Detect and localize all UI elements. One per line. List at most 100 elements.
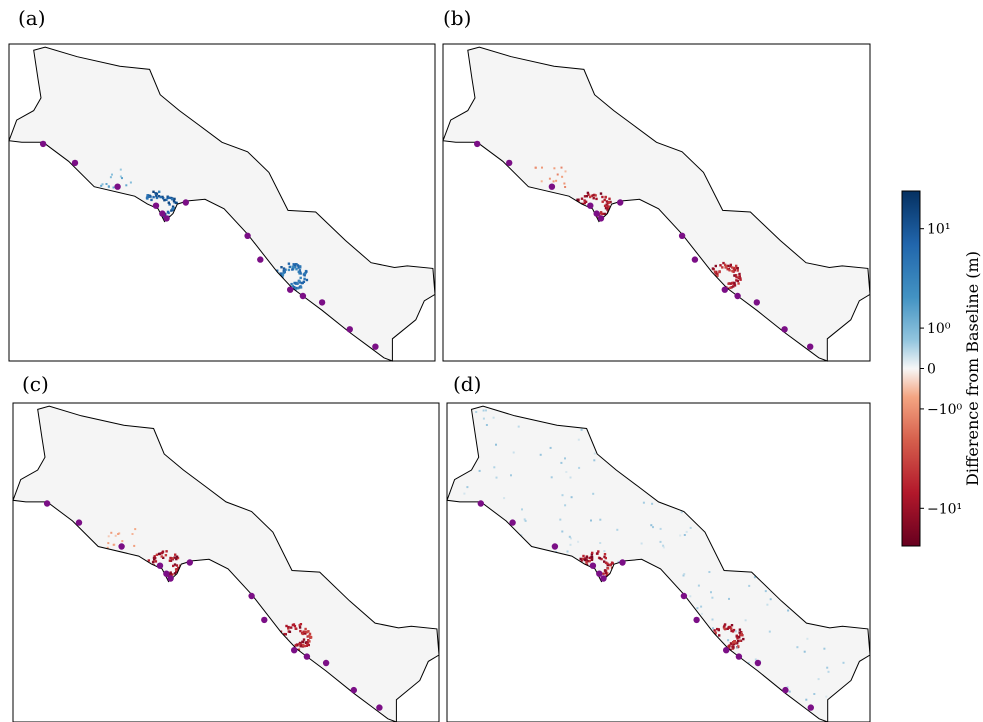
- difference-cell: [308, 632, 312, 636]
- difference-cell: [565, 471, 568, 473]
- difference-cell: [723, 623, 727, 626]
- difference-cell: [295, 263, 298, 266]
- difference-cell: [495, 443, 497, 446]
- station-marker: [248, 592, 255, 600]
- panel-label: (b): [443, 6, 471, 30]
- difference-cell: [813, 693, 816, 695]
- difference-cell: [577, 540, 580, 543]
- difference-cell: [114, 534, 117, 537]
- difference-cell: [111, 173, 113, 176]
- difference-cell: [287, 627, 290, 630]
- difference-cell: [739, 639, 742, 642]
- station-marker: [350, 686, 357, 694]
- difference-cell: [147, 559, 150, 562]
- difference-cell: [598, 557, 602, 560]
- difference-cell: [287, 262, 291, 265]
- difference-cell: [689, 526, 692, 529]
- difference-cell: [485, 409, 487, 412]
- station-marker: [807, 343, 814, 350]
- difference-cell: [153, 558, 156, 561]
- difference-cell: [712, 627, 714, 630]
- difference-cell: [736, 269, 739, 272]
- difference-cell: [159, 195, 162, 199]
- panel-a: (a): [8, 6, 436, 362]
- difference-cell: [167, 201, 170, 204]
- difference-cell: [561, 175, 564, 178]
- difference-cell: [731, 641, 735, 644]
- difference-cell: [723, 627, 726, 630]
- difference-cell: [729, 263, 732, 267]
- difference-cell: [299, 623, 303, 626]
- region-fill: [447, 406, 870, 722]
- difference-cell: [806, 637, 809, 640]
- difference-cell: [131, 533, 134, 535]
- station-marker: [71, 159, 79, 167]
- difference-cell: [175, 557, 178, 561]
- difference-cell: [524, 519, 527, 522]
- difference-cell: [747, 661, 750, 664]
- station-marker: [261, 616, 268, 624]
- difference-cell: [603, 560, 606, 563]
- difference-cell: [161, 195, 164, 199]
- difference-cell: [298, 279, 301, 283]
- difference-cell: [155, 194, 158, 198]
- difference-cell: [726, 264, 730, 268]
- difference-cell: [105, 183, 108, 185]
- difference-cell: [766, 603, 769, 606]
- difference-cell: [734, 630, 737, 633]
- station-marker: [163, 570, 170, 577]
- difference-cell: [482, 417, 485, 420]
- difference-cell: [748, 584, 751, 587]
- station-marker: [691, 256, 699, 263]
- difference-cell: [578, 466, 581, 469]
- difference-cell: [738, 275, 741, 278]
- difference-cell: [608, 563, 612, 567]
- difference-cell: [714, 264, 717, 268]
- difference-cell: [302, 638, 306, 641]
- difference-cell: [173, 556, 176, 559]
- difference-cell: [605, 206, 609, 209]
- difference-cell: [582, 557, 585, 561]
- difference-cell: [731, 269, 734, 273]
- difference-cell: [299, 276, 302, 280]
- difference-cell: [585, 195, 589, 198]
- difference-cell: [608, 197, 611, 200]
- difference-cell: [302, 630, 305, 633]
- difference-cell: [711, 618, 714, 621]
- difference-cell: [174, 568, 178, 571]
- difference-cell: [739, 633, 742, 637]
- station-marker: [807, 704, 814, 711]
- difference-cell: [534, 166, 537, 169]
- difference-cell: [171, 207, 174, 211]
- difference-cell: [590, 194, 593, 197]
- difference-cell: [605, 200, 609, 203]
- difference-cell: [280, 266, 283, 269]
- difference-cell: [585, 558, 588, 561]
- difference-cell: [555, 179, 558, 182]
- difference-cell: [721, 266, 724, 269]
- difference-cell: [134, 528, 137, 531]
- difference-cell: [478, 469, 481, 472]
- difference-cell: [735, 276, 738, 279]
- difference-cell: [727, 282, 730, 285]
- difference-cell: [730, 286, 733, 289]
- difference-cell: [739, 277, 742, 280]
- difference-cell: [583, 195, 587, 198]
- station-marker: [753, 299, 760, 306]
- difference-cell: [592, 492, 595, 495]
- difference-cell: [659, 540, 662, 543]
- difference-cell: [298, 269, 302, 272]
- difference-cell: [736, 279, 739, 283]
- difference-cell: [662, 546, 665, 549]
- difference-cell: [732, 267, 736, 270]
- difference-cell: [308, 640, 311, 643]
- station-marker: [303, 653, 311, 660]
- difference-cell: [583, 558, 586, 562]
- difference-cell: [152, 556, 156, 560]
- difference-cell: [593, 459, 596, 462]
- difference-cell: [170, 209, 173, 212]
- difference-cell: [662, 544, 665, 547]
- difference-cell: [281, 273, 285, 276]
- difference-cell: [602, 572, 605, 575]
